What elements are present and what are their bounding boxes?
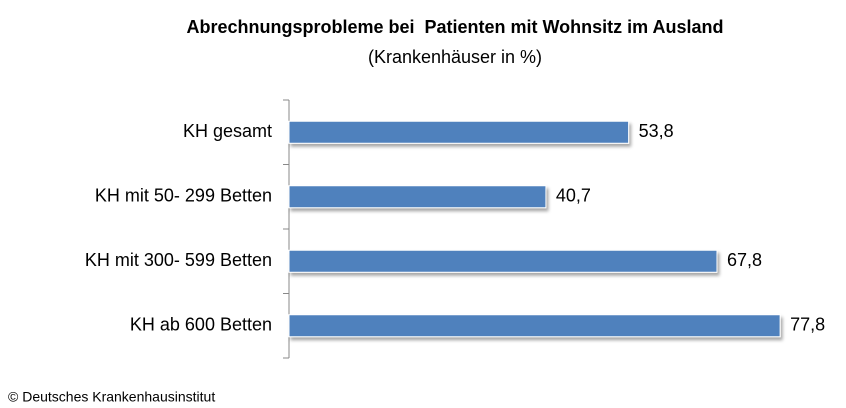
bar xyxy=(288,185,547,209)
value-label: 67,8 xyxy=(727,250,762,270)
bar xyxy=(288,314,781,338)
chart-title: Abrechnungsprobleme bei Patienten mit Wo… xyxy=(186,17,723,37)
bar xyxy=(288,120,630,144)
category-label: KH ab 600 Betten xyxy=(130,315,272,335)
category-label: KH mit 50- 299 Betten xyxy=(95,186,272,206)
value-label: 53,8 xyxy=(639,121,674,141)
value-label: 77,8 xyxy=(790,315,825,335)
category-label: KH gesamt xyxy=(183,121,272,141)
category-label: KH mit 300- 599 Betten xyxy=(85,250,272,270)
chart-subtitle: (Krankenhäuser in %) xyxy=(368,47,542,67)
bar xyxy=(288,249,718,273)
value-label: 40,7 xyxy=(556,186,591,206)
source: © Deutsches Krankenhausinstitut xyxy=(8,389,215,405)
